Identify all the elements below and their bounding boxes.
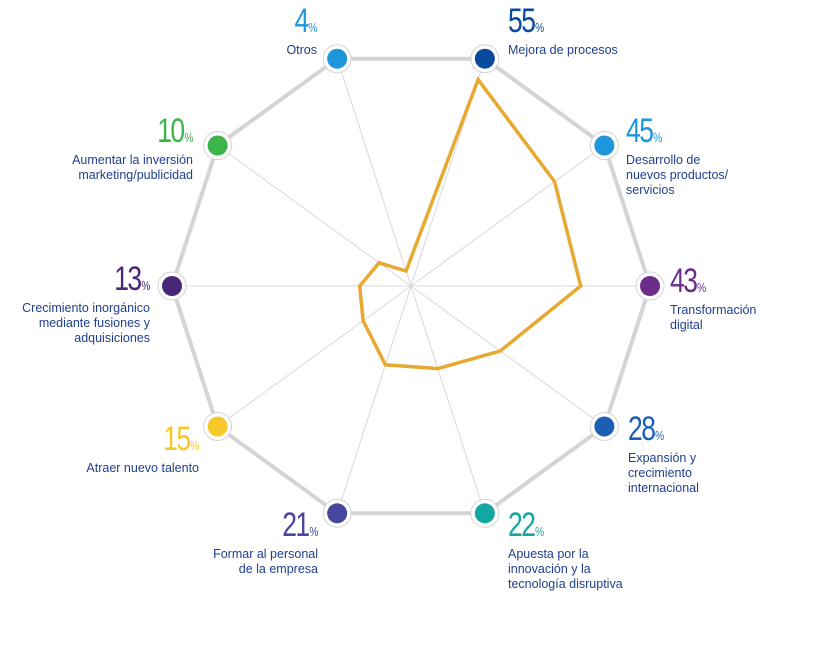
value-number: 28 [628,410,654,448]
category-name: Mejora de procesos [508,43,618,58]
category-name: Apuesta por la innovación y la tecnologí… [508,547,623,592]
value-unit: % [190,438,199,453]
category-label: 55% Mejora de procesos [508,6,618,58]
category-label: 4% Otros [286,6,317,58]
value-unit: % [535,524,544,539]
category-name: Aumentar la inversión marketing/publicid… [72,153,193,183]
radar-series [360,80,581,369]
category-name: Transformación digital [670,303,756,333]
data-value-label: 22% [508,510,544,547]
data-value-label: 4% [294,6,317,43]
vertex-marker [162,276,182,296]
category-label: 28% Expansión y crecimiento internacional [628,414,699,496]
value-number: 15 [163,420,189,458]
data-value-label: 55% [508,6,544,43]
vertex-marker [594,136,614,156]
value-unit: % [141,278,150,293]
vertex-marker [327,503,347,523]
value-number: 13 [114,260,140,298]
value-number: 21 [282,506,308,544]
radar-spoke [337,59,411,286]
data-value-label: 45% [626,116,662,153]
category-label: 43% Transformación digital [670,266,756,333]
vertex-marker [475,49,495,69]
value-unit: % [655,428,664,443]
data-value-label: 43% [670,266,706,303]
data-value-label: 15% [163,424,199,461]
value-unit: % [653,130,662,145]
category-name: Crecimiento inorgánico mediante fusiones… [22,301,150,346]
data-value-label: 13% [114,264,150,301]
vertex-marker [208,136,228,156]
value-unit: % [184,130,193,145]
radar-spoke [411,286,485,513]
category-label: 22% Apuesta por la innovación y la tecnol… [508,510,623,592]
category-label: 45% Desarrollo de nuevos productos/ servi… [626,116,728,198]
category-name: Formar al personal de la empresa [213,547,318,577]
value-number: 22 [508,506,534,544]
category-name: Otros [286,43,317,58]
value-number: 45 [626,112,652,150]
data-value-label: 28% [628,414,664,451]
category-label: 10% Aumentar la inversión marketing/publi… [72,116,193,183]
vertex-marker [594,416,614,436]
category-name: Expansión y crecimiento internacional [628,451,699,496]
value-unit: % [309,524,318,539]
vertex-marker [208,416,228,436]
data-value-label: 10% [157,116,193,153]
data-value-label: 21% [282,510,318,547]
category-label: 13% Crecimiento inorgánico mediante fusio… [22,264,150,346]
vertex-marker [327,49,347,69]
category-label: 15% Atraer nuevo talento [86,424,199,476]
value-unit: % [697,280,706,295]
value-number: 55 [508,2,534,40]
value-unit: % [308,20,317,35]
category-label: 21% Formar al personal de la empresa [213,510,318,577]
category-name: Desarrollo de nuevos productos/ servicio… [626,153,728,198]
radar-spoke [411,286,604,426]
category-name: Atraer nuevo talento [86,461,199,476]
value-number: 43 [670,262,696,300]
vertex-marker [475,503,495,523]
value-number: 4 [294,2,307,40]
radar-spoke [337,286,411,513]
value-unit: % [535,20,544,35]
vertex-marker [640,276,660,296]
value-number: 10 [157,112,183,150]
